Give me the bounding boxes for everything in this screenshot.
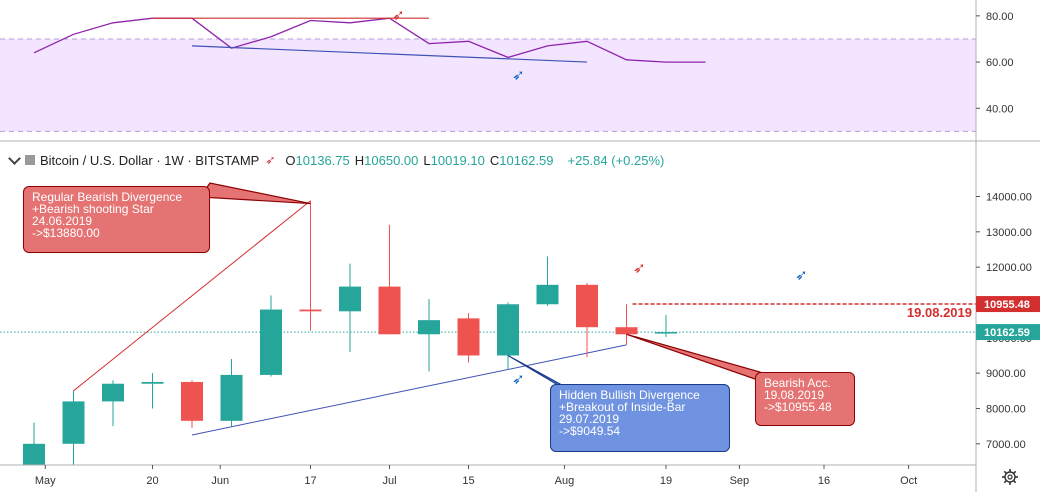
open-value: 10136.75 <box>295 152 350 168</box>
candle-body <box>576 284 598 328</box>
rocket-blue-icon: ➶ <box>795 267 808 284</box>
time-tick-label: 16 <box>818 475 830 487</box>
price-label-text: 10162.59 <box>984 327 1030 339</box>
candle-body <box>220 374 243 421</box>
candle-body <box>655 332 677 334</box>
time-tick-label: 19 <box>660 475 672 487</box>
candle-body <box>260 309 282 375</box>
collapse-icon[interactable] <box>8 152 21 165</box>
trend-line <box>191 344 627 436</box>
candle-body <box>141 381 164 384</box>
price-tick-label: 12000.00 <box>986 262 1032 274</box>
symbol-dot-icon <box>25 155 35 165</box>
time-tick-label: 20 <box>146 475 158 487</box>
price-tick-label: 9000.00 <box>986 368 1026 380</box>
annotation-bearish-acc[interactable]: Bearish Acc. 19.08.2019 ->$10955.48 <box>755 372 855 426</box>
candle-body <box>23 443 45 465</box>
rocket-red-icon: ➶ <box>392 7 405 24</box>
price-label-text: 10955.48 <box>984 299 1030 311</box>
candle-body <box>497 304 519 356</box>
price-tick-label: 7000.00 <box>986 439 1026 451</box>
price-tick-label: 8000.00 <box>986 403 1026 415</box>
annotation-bearish-divergence[interactable]: Regular Bearish Divergence +Bearish shoo… <box>23 186 210 253</box>
candle-body <box>299 309 322 312</box>
close-value: 10162.59 <box>499 152 554 168</box>
high-label: H <box>354 152 365 168</box>
time-tick-label: Jul <box>382 475 396 487</box>
candle-body <box>102 383 124 402</box>
trend-line <box>73 200 311 392</box>
candle-body <box>339 286 361 312</box>
candle-body <box>418 320 440 335</box>
time-tick-label: May <box>35 475 56 487</box>
oscillator-tick-label: 60.00 <box>986 57 1014 69</box>
time-tick-label: 15 <box>462 475 474 487</box>
candle-body <box>62 401 85 444</box>
open-label: O <box>285 152 296 168</box>
rocket-blue-icon: ➶ <box>512 371 525 388</box>
candle-body <box>457 318 480 356</box>
price-tick-label: 13000.00 <box>986 227 1032 239</box>
rocket-red-icon: ➶ <box>265 153 276 167</box>
rocket-blue-icon: ➶ <box>512 67 525 84</box>
oscillator-tick-label: 40.00 <box>986 103 1014 115</box>
oscillator-band <box>0 38 976 132</box>
time-tick-label: 17 <box>304 475 316 487</box>
change-value: +25.84 (+0.25%) <box>567 152 665 168</box>
close-label: C <box>489 152 500 168</box>
time-tick-label: Aug <box>555 475 575 487</box>
low-value: 10019.10 <box>430 152 485 168</box>
oscillator-tick-label: 80.00 <box>986 11 1014 23</box>
symbol-header: Bitcoin / U.S. Dollar · 1W · BITSTAMP ➶ … <box>8 150 665 170</box>
time-tick-label: Oct <box>900 475 917 487</box>
time-tick-label: Sep <box>730 475 750 487</box>
low-label: L <box>423 152 431 168</box>
level-line-date-label: 19.08.2019 <box>907 305 972 320</box>
price-label-box <box>976 296 1040 313</box>
symbol-title[interactable]: Bitcoin / U.S. Dollar · 1W · BITSTAMP <box>40 152 260 168</box>
candle-body <box>181 381 203 421</box>
annotation-pointer <box>626 333 776 387</box>
annotation-pointer <box>198 182 311 205</box>
price-tick-label: 14000.00 <box>986 191 1032 203</box>
candle-body <box>615 327 638 335</box>
oscillator-divergence-line <box>191 45 588 63</box>
high-value: 10650.00 <box>364 152 419 168</box>
time-tick-label: Jun <box>211 475 229 487</box>
rocket-red-icon: ➶ <box>633 260 646 277</box>
price-label-box <box>976 324 1040 341</box>
annotation-hidden-bullish[interactable]: Hidden Bullish Divergence +Breakout of I… <box>550 384 730 452</box>
candle-body <box>536 284 559 305</box>
candle-body <box>378 286 401 335</box>
oscillator-line <box>33 17 706 63</box>
settings-gear-icon[interactable] <box>1001 468 1019 486</box>
